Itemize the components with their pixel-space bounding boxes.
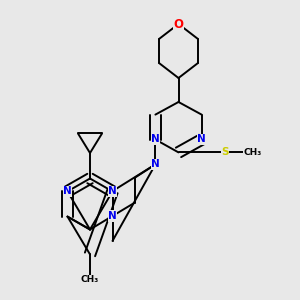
Text: N: N: [108, 186, 117, 197]
Text: CH₃: CH₃: [243, 148, 261, 157]
Text: O: O: [173, 17, 184, 31]
Text: N: N: [197, 134, 206, 145]
Text: N: N: [151, 134, 160, 145]
Text: CH₃: CH₃: [81, 275, 99, 284]
Text: N: N: [108, 211, 117, 221]
Text: N: N: [151, 159, 160, 170]
Text: N: N: [63, 186, 72, 197]
Text: S: S: [221, 147, 229, 158]
